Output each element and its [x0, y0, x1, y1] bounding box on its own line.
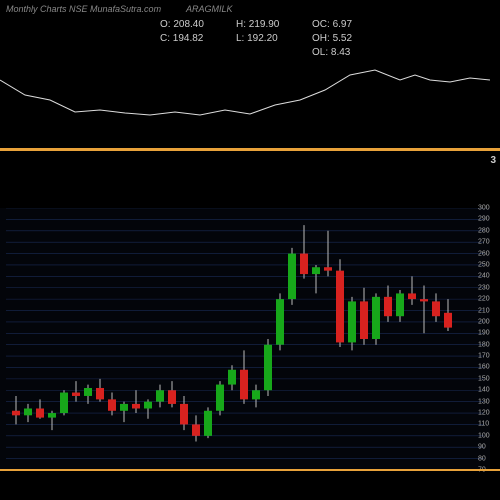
axis-tick: 230	[478, 284, 490, 291]
chart-header: Monthly Charts NSE MunafaSutra.com ARAGM…	[6, 4, 494, 14]
low-value: L: 192.20	[236, 32, 306, 46]
axis-tick: 220	[478, 296, 490, 303]
bottom-separator	[0, 469, 500, 471]
ticker-symbol: ARAGMILK	[186, 4, 233, 14]
open-value: O: 208.40	[160, 18, 230, 32]
axis-tick: 80	[478, 455, 486, 462]
candlestick-panel	[0, 208, 490, 470]
axis-tick: 210	[478, 307, 490, 314]
axis-tick: 260	[478, 250, 490, 257]
axis-tick: 190	[478, 330, 490, 337]
axis-tick: 300	[478, 205, 490, 212]
candlestick-svg	[0, 208, 490, 470]
oh-value: OH: 5.52	[312, 32, 367, 46]
axis-tick: 110	[478, 421, 489, 428]
axis-tick: 240	[478, 273, 490, 280]
high-value: H: 219.90	[236, 18, 306, 32]
chart-title: Monthly Charts NSE MunafaSutra.com	[6, 4, 161, 14]
axis-tick: 100	[478, 432, 490, 439]
panel-marker: 3	[490, 155, 496, 166]
axis-tick: 170	[478, 353, 490, 360]
panel-separator	[0, 148, 500, 151]
axis-tick: 90	[478, 444, 486, 451]
axis-tick: 250	[478, 261, 490, 268]
axis-tick: 140	[478, 387, 490, 394]
axis-tick: 290	[478, 216, 490, 223]
axis-tick: 180	[478, 341, 490, 348]
close-value: C: 194.82	[160, 32, 230, 46]
line-chart-panel	[0, 50, 490, 140]
oc-value: OC: 6.97	[312, 18, 367, 32]
axis-tick: 130	[478, 398, 490, 405]
axis-tick: 270	[478, 239, 490, 246]
axis-tick: 150	[478, 375, 490, 382]
axis-tick: 120	[478, 410, 490, 417]
axis-tick: 200	[478, 318, 490, 325]
line-chart-svg	[0, 50, 490, 140]
axis-tick: 280	[478, 227, 490, 234]
price-axis: 300 290 280 270 260 250 240 230 220 210 200 190 180 1…	[478, 208, 500, 470]
axis-tick: 160	[478, 364, 490, 371]
